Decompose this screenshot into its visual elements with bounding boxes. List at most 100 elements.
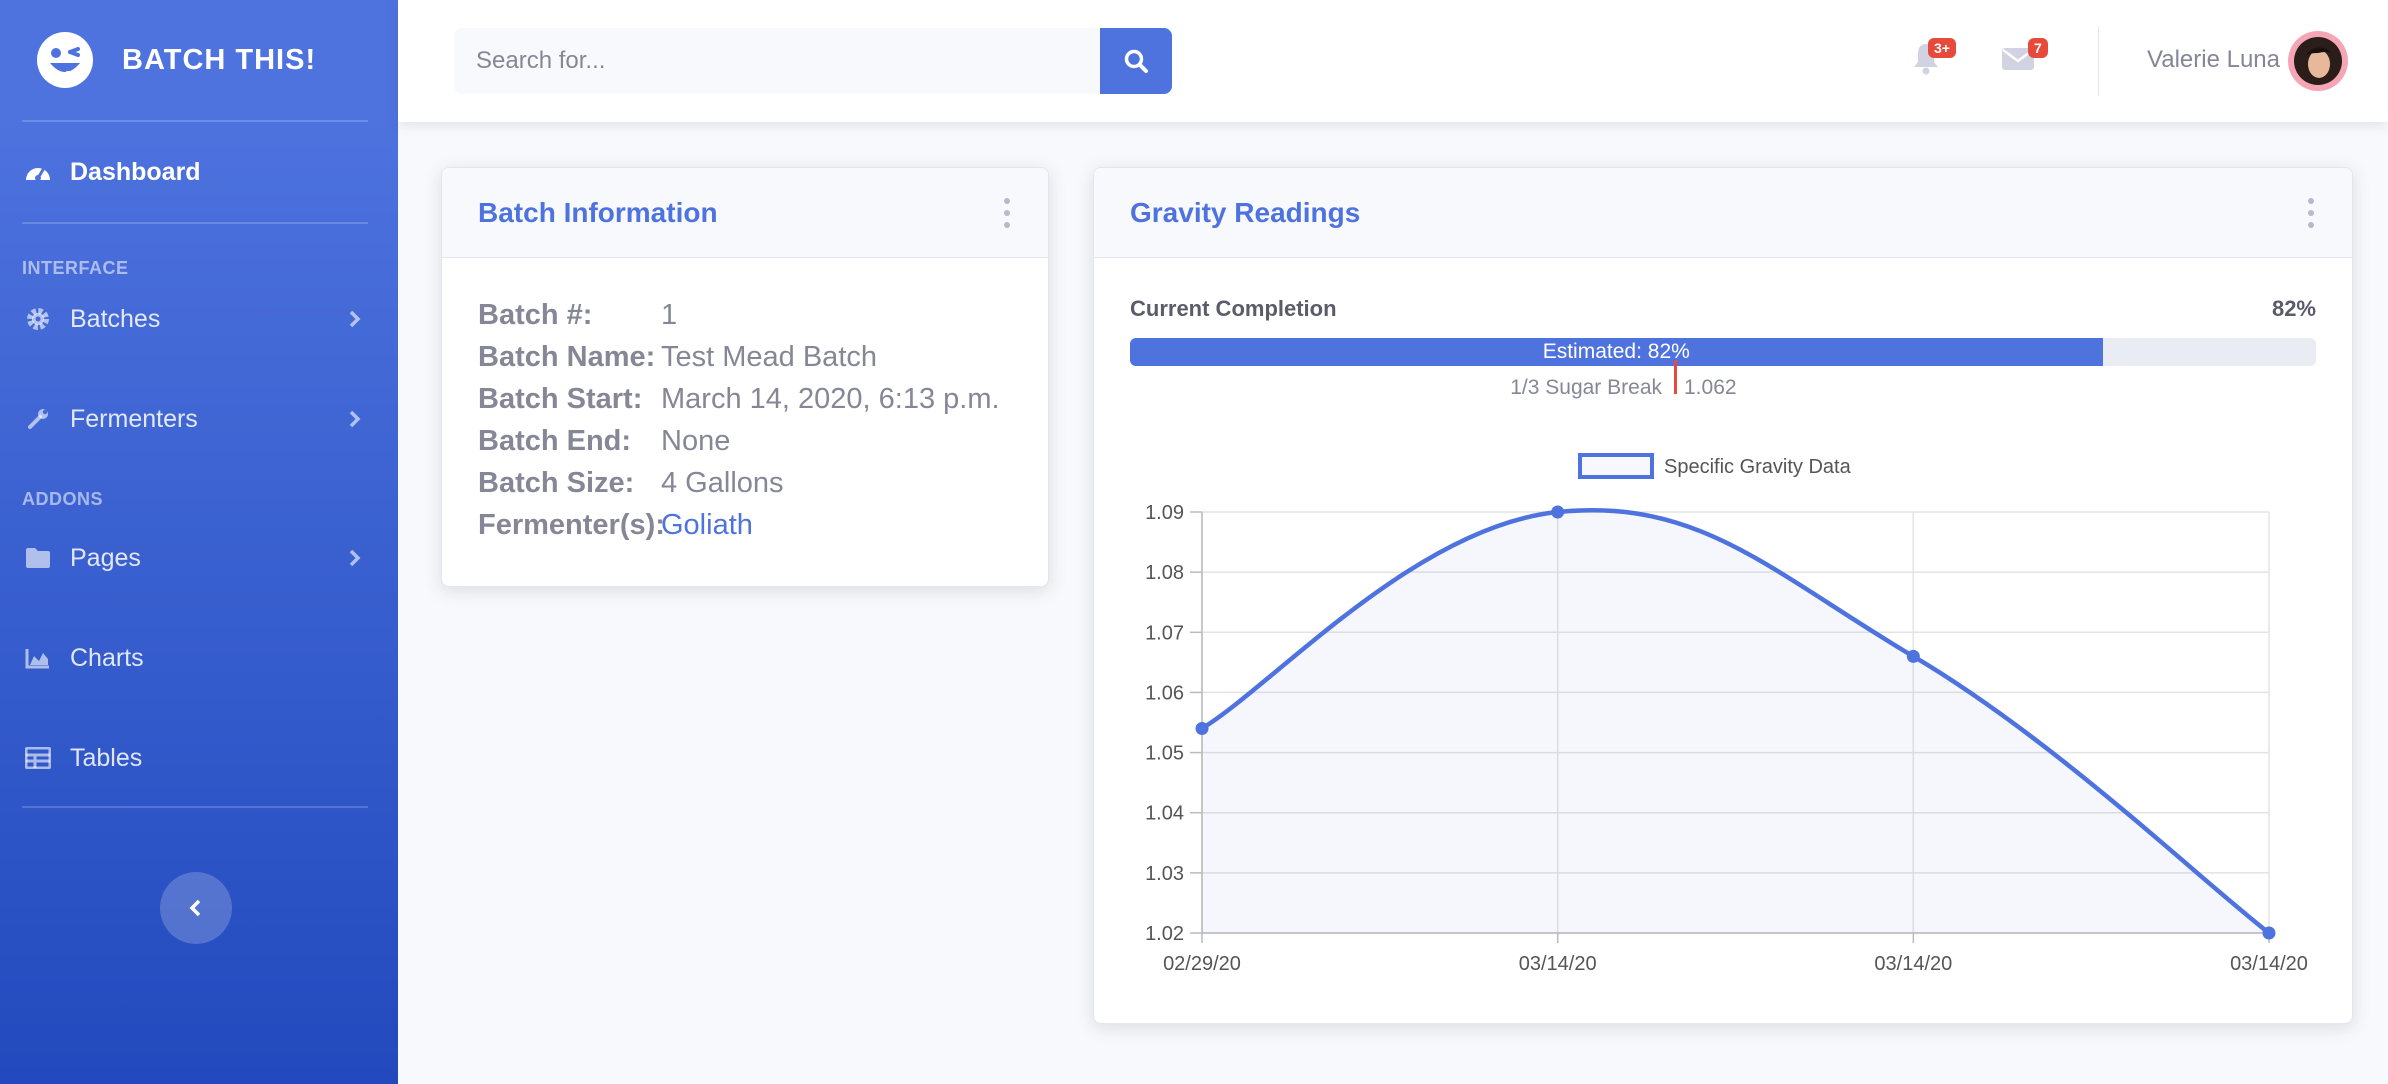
messages-dropdown[interactable]: 7	[2000, 0, 2060, 122]
gravity-line-chart: 1.09 1.08 1.07 1.06 1.05 1.04 1.03 1.02 02/29/20…	[1145, 453, 2308, 975]
search-button[interactable]	[1100, 28, 1172, 94]
chevron-right-icon	[349, 310, 361, 328]
y-tick-label: 1.04	[1145, 803, 1184, 825]
sidebar-item-fermenters[interactable]: Fermenters	[0, 379, 398, 459]
completion-progress-bar: Estimated: 82%	[1130, 338, 2316, 366]
x-tick-label: 03/14/20	[2230, 953, 2308, 975]
chevron-right-icon	[349, 549, 361, 567]
info-key: Batch Name:	[478, 341, 656, 373]
info-key: Fermenter(s):	[478, 509, 665, 541]
card-menu-dots-icon[interactable]	[2306, 197, 2316, 228]
info-value: 1	[661, 299, 678, 331]
y-tick-label: 1.05	[1145, 743, 1184, 765]
batch-info-table: Batch #: 1 Batch Name: Test Mead Batch B…	[478, 294, 1048, 546]
sidebar-item-label: Tables	[70, 743, 143, 772]
alerts-dropdown[interactable]: 3+	[1908, 0, 1968, 122]
batch-info-row: Batch Start: March 14, 2020, 6:13 p.m.	[478, 378, 1048, 420]
info-key: Batch #:	[478, 299, 593, 331]
card-header: Gravity Readings	[1094, 168, 2352, 258]
sidebar-divider	[22, 222, 368, 224]
batch-info-row: Batch Size: 4 Gallons	[478, 462, 1048, 504]
info-key: Batch Start:	[478, 383, 643, 415]
info-value: None	[661, 425, 731, 457]
sugar-break-value: 1.062	[1684, 376, 1737, 399]
search-input[interactable]	[454, 28, 1100, 94]
brand-name: BATCH THIS!	[122, 43, 317, 76]
series-line	[1200, 507, 2271, 935]
chevron-left-icon	[189, 899, 201, 917]
sidebar-divider	[22, 120, 368, 122]
gear-icon	[24, 305, 52, 333]
sugar-break-label: 1/3 Sugar Break	[1510, 376, 1662, 399]
user-name[interactable]: Valerie Luna	[2147, 46, 2280, 73]
sidebar-item-dashboard[interactable]: Dashboard	[0, 122, 398, 222]
y-tick-label: 1.09	[1145, 502, 1184, 524]
y-tick-label: 1.03	[1145, 863, 1184, 885]
legend-swatch	[1578, 453, 1654, 479]
sidebar: BATCH THIS! Dashboard Interface Batches …	[0, 0, 398, 1084]
card-title: Gravity Readings	[1130, 196, 1361, 228]
wrench-icon	[24, 405, 52, 433]
fermenter-link[interactable]: Goliath	[661, 509, 753, 541]
dashboard-gauge-icon	[24, 158, 52, 186]
y-tick-label: 1.06	[1145, 682, 1184, 704]
batch-info-row: Batch #: 1	[478, 294, 1048, 336]
sidebar-heading-interface: Interface	[22, 258, 129, 278]
legend-label: Specific Gravity Data	[1664, 456, 1852, 478]
gravity-readings-card: Gravity Readings Current Completion 82% …	[1093, 167, 2353, 1024]
sidebar-item-pages[interactable]: Pages	[0, 510, 398, 606]
sidebar-item-batches[interactable]: Batches	[0, 279, 398, 359]
batch-info-row: Fermenter(s): Goliath	[478, 504, 1048, 546]
chevron-right-icon	[349, 410, 361, 428]
card-menu-dots-icon[interactable]	[1002, 197, 1012, 228]
y-tick-label: 1.08	[1145, 562, 1184, 584]
data-point	[1906, 649, 1920, 663]
topbar-vertical-divider	[2098, 26, 2099, 96]
info-key: Batch Size:	[478, 467, 635, 499]
search-icon	[1124, 49, 1148, 73]
x-tick-label: 03/14/20	[1519, 953, 1597, 975]
sidebar-item-label: Dashboard	[70, 157, 201, 186]
sidebar-item-label: Batches	[70, 304, 161, 333]
batch-info-card: Batch Information Batch #: 1 Batch Name:…	[441, 167, 1049, 587]
sidebar-item-label: Pages	[70, 543, 141, 572]
messages-badge: 7	[2028, 38, 2048, 58]
info-value: Test Mead Batch	[661, 341, 877, 373]
sidebar-divider	[22, 806, 368, 808]
y-tick-label: 1.07	[1145, 622, 1184, 644]
sugar-break-marker	[1674, 360, 1677, 394]
table-icon	[24, 744, 52, 772]
card-header: Batch Information	[442, 168, 1048, 258]
sidebar-item-label: Fermenters	[70, 404, 198, 433]
sidebar-toggle-button[interactable]	[160, 872, 232, 944]
sidebar-heading-addons: Addons	[22, 489, 104, 509]
progress-fill: Estimated: 82%	[1130, 338, 2103, 366]
search-form	[454, 28, 1172, 94]
info-value: March 14, 2020, 6:13 p.m.	[661, 383, 1000, 415]
sidebar-item-charts[interactable]: Charts	[0, 606, 398, 710]
x-tick-label: 03/14/20	[1874, 953, 1952, 975]
sidebar-item-tables[interactable]: Tables	[0, 710, 398, 806]
topbar: 3+ 7 Valerie Luna	[398, 0, 2388, 122]
series-area	[1202, 510, 2269, 933]
batch-info-row: Batch End: None	[478, 420, 1048, 462]
data-point	[1551, 505, 1565, 519]
card-title: Batch Information	[478, 196, 718, 228]
sidebar-item-label: Charts	[70, 643, 144, 672]
completion-percent: 82%	[2271, 296, 2316, 321]
info-key: Batch End:	[478, 425, 632, 457]
alerts-badge: 3+	[1928, 38, 1956, 58]
brand-link[interactable]: BATCH THIS!	[0, 0, 398, 120]
brand-logo-icon	[37, 32, 93, 88]
area-chart-icon	[24, 644, 52, 672]
folder-icon	[24, 544, 52, 572]
completion-label: Current Completion	[1130, 296, 1337, 321]
data-point	[2262, 926, 2276, 940]
y-tick-label: 1.02	[1145, 923, 1184, 945]
data-point	[1195, 722, 1209, 736]
x-tick-label: 02/29/20	[1163, 953, 1241, 975]
progress-fill-label: Estimated: 82%	[1542, 340, 1690, 363]
info-value: 4 Gallons	[661, 467, 784, 499]
avatar[interactable]	[2288, 31, 2348, 91]
batch-info-row: Batch Name: Test Mead Batch	[478, 336, 1048, 378]
